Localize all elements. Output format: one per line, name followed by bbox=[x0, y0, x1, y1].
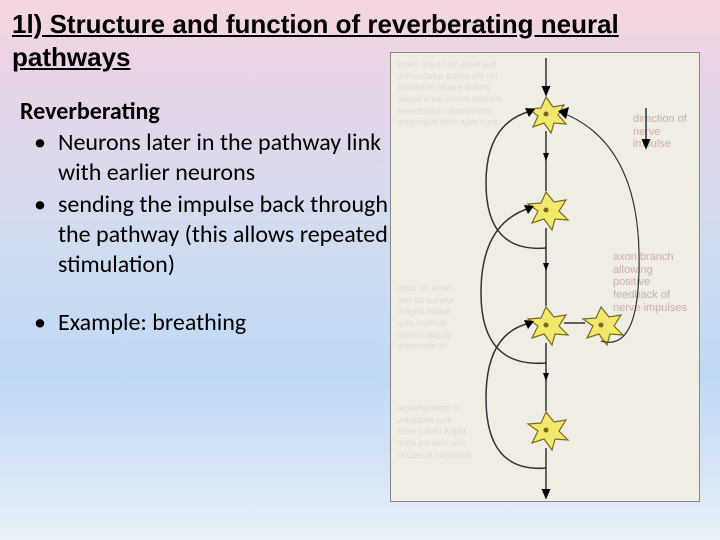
neuron-icon bbox=[529, 97, 566, 133]
subheading: Reverberating bbox=[20, 97, 400, 126]
content-area: Reverberating Neurons later in the pathw… bbox=[0, 77, 720, 340]
neural-pathway-diagram: lorem ipsum sit amet textconsectetur adi… bbox=[390, 52, 700, 502]
neuron-icon bbox=[528, 412, 568, 450]
bullet-item: Example: breathing bbox=[34, 308, 400, 338]
neuron-icon bbox=[528, 307, 568, 345]
neuron-icon bbox=[528, 192, 568, 230]
diagram-column: lorem ipsum sit amet textconsectetur adi… bbox=[400, 97, 700, 340]
pathway-svg bbox=[391, 53, 701, 503]
bullet-list: Neurons later in the pathway link with e… bbox=[20, 128, 400, 338]
text-column: Reverberating Neurons later in the pathw… bbox=[20, 97, 400, 340]
neuron-icon bbox=[583, 307, 623, 345]
bullet-item: Neurons later in the pathway link with e… bbox=[34, 128, 400, 188]
bullet-item: sending the impulse back through the pat… bbox=[34, 190, 400, 280]
